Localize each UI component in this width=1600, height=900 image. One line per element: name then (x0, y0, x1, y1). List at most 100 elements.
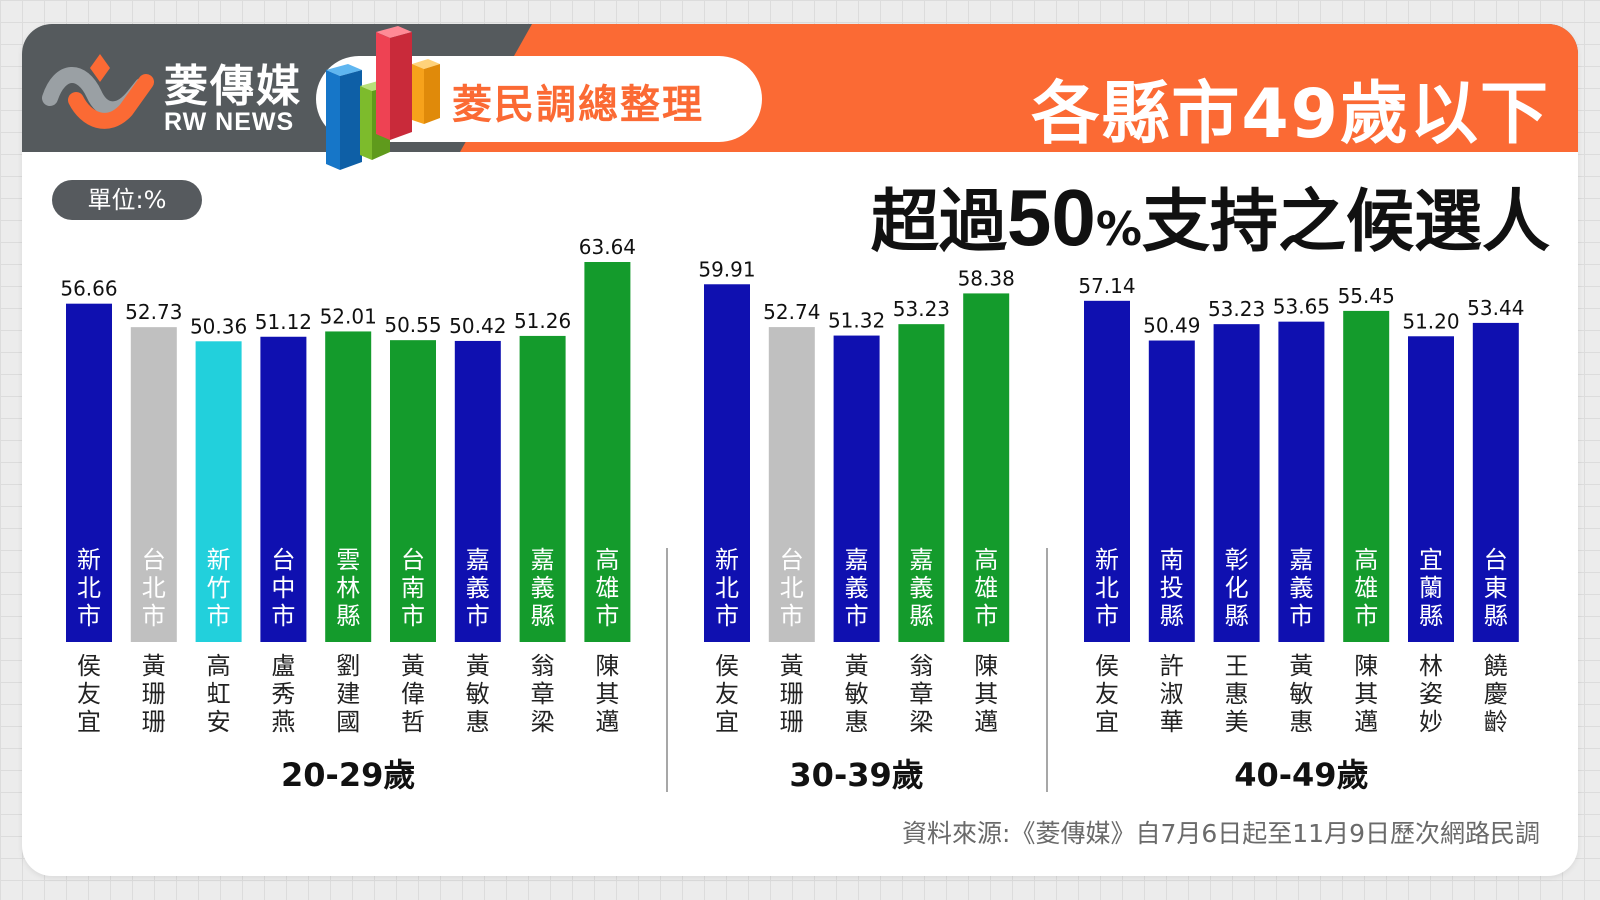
candidate-name-label: 敏 (845, 680, 869, 708)
bar-region-label: 市 (780, 602, 804, 630)
bar (1084, 300, 1130, 642)
source-note: 資料來源:《菱傳媒》自7月6日起至11月9日歷次網路民調 (902, 819, 1540, 848)
candidate-name-label: 高 (207, 652, 231, 680)
bar-region-label: 蘭 (1419, 574, 1443, 602)
bar-region-label: 義 (1289, 574, 1313, 602)
candidate-name-label: 敏 (466, 680, 490, 708)
candidate-name-label: 陳 (595, 652, 619, 680)
bar-region-label: 嘉 (466, 546, 490, 574)
candidate-name-label: 齡 (1484, 708, 1508, 736)
candidate-name-label: 邁 (595, 708, 619, 736)
bar-value-label: 56.66 (60, 277, 117, 301)
bar-region-label: 市 (845, 602, 869, 630)
candidate-name-label: 珊 (142, 708, 166, 736)
bar (195, 341, 242, 642)
bar-region-label: 義 (845, 574, 869, 602)
bar-region-label: 市 (595, 602, 619, 630)
bar-chart: 56.66新北市侯友宜52.73台北市黃珊珊50.36新竹市高虹安51.12台中… (60, 235, 1524, 794)
candidate-name-label: 其 (595, 680, 619, 708)
candidate-name-label: 梁 (531, 708, 555, 736)
bar-region-label: 新 (77, 546, 101, 574)
bar-region-label: 雄 (595, 574, 619, 602)
bar-region-label: 新 (715, 546, 739, 574)
candidate-name-label: 陳 (1354, 652, 1378, 680)
candidate-name-label: 章 (909, 680, 933, 708)
bar-region-label: 北 (77, 574, 101, 602)
unit-badge: 單位:% (52, 180, 202, 220)
bar-region-label: 市 (1095, 602, 1119, 630)
age-group-label: 30-39歲 (789, 756, 923, 794)
candidate-name-label: 其 (974, 680, 998, 708)
bar-value-label: 63.64 (579, 235, 636, 259)
bar-region-label: 雲 (336, 546, 360, 574)
candidate-name-label: 許 (1160, 652, 1184, 680)
bar-value-label: 52.73 (125, 300, 182, 324)
candidate-name-label: 偉 (401, 680, 425, 708)
bar-value-label: 51.32 (828, 309, 885, 333)
bar-cubes-icon (326, 26, 440, 170)
candidate-name-label: 惠 (1289, 708, 1313, 736)
candidate-name-label: 美 (1225, 708, 1249, 736)
bar-region-label: 竹 (207, 574, 231, 602)
bar (325, 331, 372, 642)
bar-region-label: 市 (974, 602, 998, 630)
bar-region-label: 縣 (1484, 602, 1508, 630)
bar-region-label: 雄 (974, 574, 998, 602)
tag-text: 菱民調總整理 (452, 82, 704, 128)
candidate-name-label: 慶 (1484, 680, 1508, 708)
candidate-name-label: 黃 (142, 652, 166, 680)
candidate-name-label: 宜 (1095, 708, 1119, 736)
bar-region-label: 嘉 (845, 546, 869, 574)
bar-value-label: 59.91 (698, 257, 755, 281)
bar (66, 303, 112, 642)
bar-region-label: 北 (715, 574, 739, 602)
candidate-name-label: 珊 (780, 708, 804, 736)
candidate-name-label: 黃 (780, 652, 804, 680)
candidate-name-label: 妙 (1419, 708, 1443, 736)
bar-region-label: 市 (271, 602, 295, 630)
age-group-label: 20-29歲 (281, 756, 415, 794)
bar-region-label: 縣 (909, 602, 933, 630)
candidate-name-label: 王 (1225, 652, 1249, 680)
candidate-name-label: 劉 (336, 652, 360, 680)
bar-value-label: 53.44 (1467, 296, 1524, 320)
bar-region-label: 市 (1354, 602, 1378, 630)
bar-value-label: 51.26 (514, 309, 571, 333)
candidate-name-label: 章 (531, 680, 555, 708)
bar-region-label: 縣 (1419, 602, 1443, 630)
bar-region-label: 市 (1289, 602, 1313, 630)
candidate-name-label: 珊 (142, 680, 166, 708)
candidate-name-label: 哲 (401, 708, 425, 736)
brand-name-cn: 菱傳媒 (164, 61, 302, 112)
bar-value-label: 50.49 (1143, 314, 1200, 338)
bar-value-label: 57.14 (1078, 274, 1135, 298)
bar (1408, 336, 1454, 642)
title-line-2: 超過50%支持之候選人 (871, 166, 1550, 265)
bar (454, 340, 501, 642)
bar-value-label: 52.01 (320, 304, 377, 328)
bar-region-label: 市 (207, 602, 231, 630)
bar-region-label: 彰 (1225, 546, 1249, 574)
bar-region-label: 嘉 (1289, 546, 1313, 574)
age-group-label: 40-49歲 (1234, 756, 1368, 794)
bar-region-label: 義 (909, 574, 933, 602)
bar (260, 336, 307, 642)
candidate-name-label: 侯 (1095, 652, 1119, 680)
bar-region-label: 高 (595, 546, 619, 574)
candidate-name-label: 梁 (909, 708, 933, 736)
candidate-name-label: 淑 (1160, 680, 1184, 708)
bar-region-label: 台 (1484, 546, 1508, 574)
bar-region-label: 南 (1160, 546, 1184, 574)
candidate-name-label: 惠 (466, 708, 490, 736)
bar-value-label: 53.23 (893, 297, 950, 321)
bar-region-label: 嘉 (531, 546, 555, 574)
candidate-name-label: 翁 (531, 652, 555, 680)
bar-region-label: 台 (142, 546, 166, 574)
bar-value-label: 51.12 (255, 310, 312, 334)
candidate-name-label: 珊 (780, 680, 804, 708)
bar-value-label: 53.23 (1208, 297, 1265, 321)
candidate-name-label: 陳 (974, 652, 998, 680)
bar-value-label: 51.20 (1402, 309, 1459, 333)
bar-region-label: 投 (1160, 574, 1184, 602)
candidate-name-label: 翁 (909, 652, 933, 680)
